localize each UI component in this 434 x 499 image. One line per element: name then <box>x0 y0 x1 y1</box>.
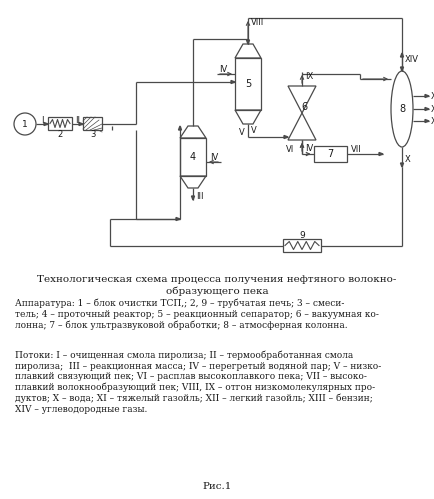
Text: IX: IX <box>305 71 313 80</box>
Text: 7: 7 <box>327 149 333 159</box>
Text: X: X <box>405 155 411 164</box>
Text: 4: 4 <box>190 152 196 162</box>
Polygon shape <box>401 163 404 167</box>
Text: XIII: XIII <box>431 91 434 100</box>
Polygon shape <box>425 107 429 110</box>
Text: XII: XII <box>431 104 434 113</box>
Text: II: II <box>75 115 80 124</box>
Text: 3: 3 <box>90 130 95 139</box>
Polygon shape <box>44 122 48 126</box>
Text: VI: VI <box>286 145 294 154</box>
Text: 1: 1 <box>22 119 28 129</box>
Bar <box>313 146 346 162</box>
Text: Аппаратура: 1 – блок очистки ТСП,; 2, 9 – трубчатая печь; 3 – смеси-
тель; 4 – п: Аппаратура: 1 – блок очистки ТСП,; 2, 9 … <box>15 299 379 330</box>
Bar <box>235 58 261 110</box>
Polygon shape <box>401 53 404 57</box>
Text: 5: 5 <box>245 79 251 89</box>
Bar <box>48 117 72 130</box>
Text: IV: IV <box>210 153 218 162</box>
Polygon shape <box>401 67 404 71</box>
Polygon shape <box>379 153 383 156</box>
Text: 2: 2 <box>57 130 62 139</box>
Polygon shape <box>425 94 429 97</box>
Text: 9: 9 <box>299 231 305 240</box>
Text: IV: IV <box>305 144 313 153</box>
Text: VII: VII <box>351 145 362 154</box>
Text: VIII: VIII <box>251 17 264 26</box>
Text: XIV: XIV <box>405 54 419 63</box>
Text: Потоки: I – очищенная смола пиролиза; II – термообработанная смола
пиролиза;  II: Потоки: I – очищенная смола пиролиза; II… <box>15 351 381 414</box>
Text: 6: 6 <box>301 102 307 112</box>
Text: 8: 8 <box>399 104 405 114</box>
Text: V: V <box>239 128 245 137</box>
Text: образующего пека: образующего пека <box>166 287 268 296</box>
Polygon shape <box>231 80 235 83</box>
Polygon shape <box>284 136 288 139</box>
Polygon shape <box>425 119 429 122</box>
Polygon shape <box>191 196 194 200</box>
Text: Рис.1: Рис.1 <box>202 482 232 491</box>
Polygon shape <box>247 40 250 44</box>
Text: Технологическая схема процесса получения нефтяного волокно-: Технологическая схема процесса получения… <box>37 275 397 284</box>
Text: XI: XI <box>431 116 434 126</box>
Polygon shape <box>178 126 181 130</box>
Text: III: III <box>196 192 204 201</box>
Bar <box>83 117 102 130</box>
Text: IV: IV <box>219 64 227 73</box>
Text: V: V <box>251 126 257 135</box>
Bar <box>283 239 321 252</box>
Polygon shape <box>176 218 180 221</box>
Polygon shape <box>79 122 83 126</box>
Bar <box>180 138 206 176</box>
Text: I: I <box>41 115 43 124</box>
